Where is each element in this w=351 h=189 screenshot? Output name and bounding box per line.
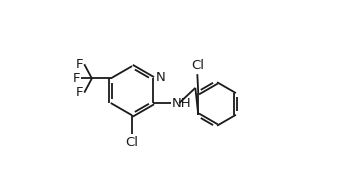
Text: Cl: Cl bbox=[191, 59, 204, 72]
Text: NH: NH bbox=[172, 97, 192, 109]
Text: F: F bbox=[73, 72, 80, 85]
Text: F: F bbox=[76, 86, 83, 99]
Text: Cl: Cl bbox=[126, 136, 139, 149]
Text: F: F bbox=[76, 58, 83, 71]
Text: N: N bbox=[156, 71, 166, 84]
